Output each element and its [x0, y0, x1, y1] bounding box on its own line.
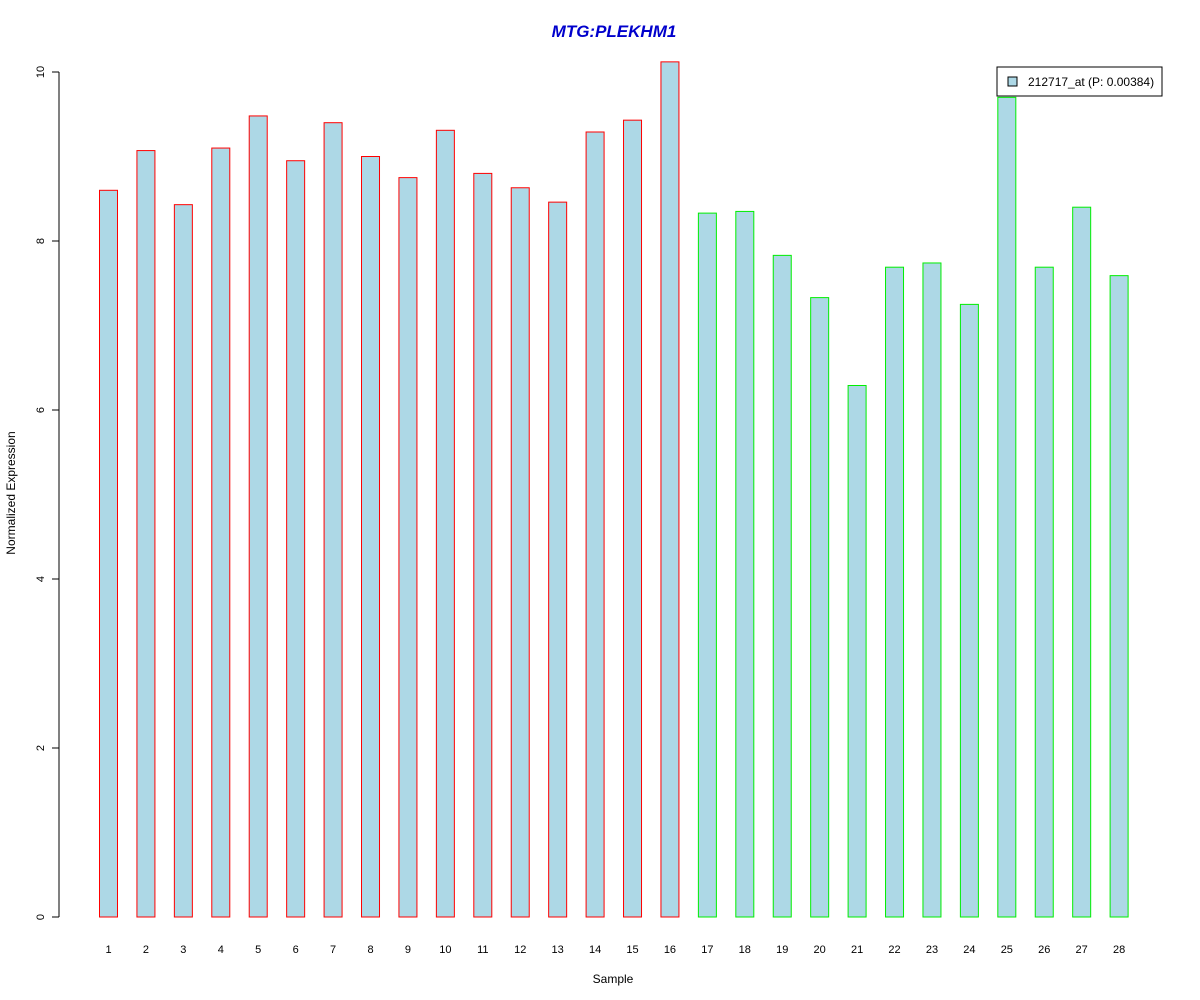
bar-9 [398, 177, 418, 918]
bar-10 [435, 129, 455, 918]
chart-title: MTG:PLEKHM1 [552, 22, 677, 41]
bar-2 [136, 150, 156, 918]
bar-11 [473, 172, 493, 918]
x-tick-label: 7 [330, 944, 336, 956]
bar-20 [810, 297, 830, 918]
bar-7 [323, 122, 343, 918]
bar-27 [1072, 206, 1092, 918]
x-tick-labels: 1 2 3 4 5 6 7 8 9 10 11 12 13 14 15 16 17 18 19 20 21 22 23 24 2… [105, 944, 1125, 956]
bar-12 [510, 187, 530, 918]
bar-8 [361, 156, 381, 918]
x-tick-label: 1 [105, 944, 111, 956]
x-tick-label: 20 [814, 944, 826, 956]
x-tick-label: 10 [439, 944, 451, 956]
x-tick-label: 8 [367, 944, 373, 956]
x-tick-label: 22 [888, 944, 900, 956]
x-axis-label: Sample [593, 972, 634, 986]
x-tick-label: 15 [626, 944, 638, 956]
bar-19 [772, 254, 792, 918]
x-tick-label: 13 [552, 944, 564, 956]
x-tick-label: 26 [1038, 944, 1050, 956]
y-tick-label: 2 [35, 745, 47, 751]
x-tick-label: 9 [405, 944, 411, 956]
legend-swatch [1007, 76, 1018, 87]
y-tick-label: 6 [35, 407, 47, 413]
x-tick-label: 14 [589, 944, 601, 956]
y-tick-label: 8 [35, 238, 47, 244]
x-tick-label: 5 [255, 944, 261, 956]
bar-28 [1109, 275, 1129, 918]
y-tick-label: 0 [35, 914, 47, 920]
legend-box [996, 66, 1163, 97]
x-tick-label: 19 [776, 944, 788, 956]
x-tick-label: 3 [180, 944, 186, 956]
legend: 212717_at (P: 0.00384) [996, 66, 1163, 97]
x-tick-label: 23 [926, 944, 938, 956]
x-tick-label: 17 [701, 944, 713, 956]
bar-13 [548, 201, 568, 918]
bar-25 [997, 96, 1017, 918]
bar-16 [660, 61, 680, 918]
bar-24 [959, 303, 979, 918]
bar-1 [99, 189, 118, 918]
x-tick-label: 6 [293, 944, 299, 956]
x-tick-label: 11 [477, 944, 488, 956]
x-tick-label: 24 [963, 944, 975, 956]
x-tick-label: 18 [739, 944, 751, 956]
bars [99, 61, 1129, 918]
bar-22 [885, 266, 905, 918]
x-tick-label: 28 [1113, 944, 1125, 956]
x-tick-label: 25 [1001, 944, 1013, 956]
x-tick-label: 16 [664, 944, 676, 956]
x-tick-label: 27 [1076, 944, 1088, 956]
bar-15 [623, 119, 643, 918]
x-tick-label: 4 [218, 944, 224, 956]
legend-label: 212717_at (P: 0.00384) [1028, 75, 1154, 89]
bar-6 [286, 160, 306, 918]
bar-26 [1034, 266, 1054, 918]
x-tick-label: 2 [143, 944, 149, 956]
bar-23 [922, 262, 942, 918]
x-tick-label: 12 [514, 944, 526, 956]
bar-4 [211, 147, 231, 918]
y-axis: 0 2 4 6 8 10 [35, 66, 60, 920]
y-tick-label: 4 [35, 576, 47, 582]
bar-14 [585, 131, 605, 918]
bar-5 [248, 115, 268, 918]
bar-21 [847, 384, 867, 918]
bar-18 [735, 210, 755, 918]
y-axis-label: Normalized Expression [4, 431, 18, 554]
y-tick-label: 10 [35, 66, 47, 78]
bar-17 [697, 212, 717, 918]
bar-3 [173, 204, 193, 918]
x-tick-label: 21 [851, 944, 863, 956]
